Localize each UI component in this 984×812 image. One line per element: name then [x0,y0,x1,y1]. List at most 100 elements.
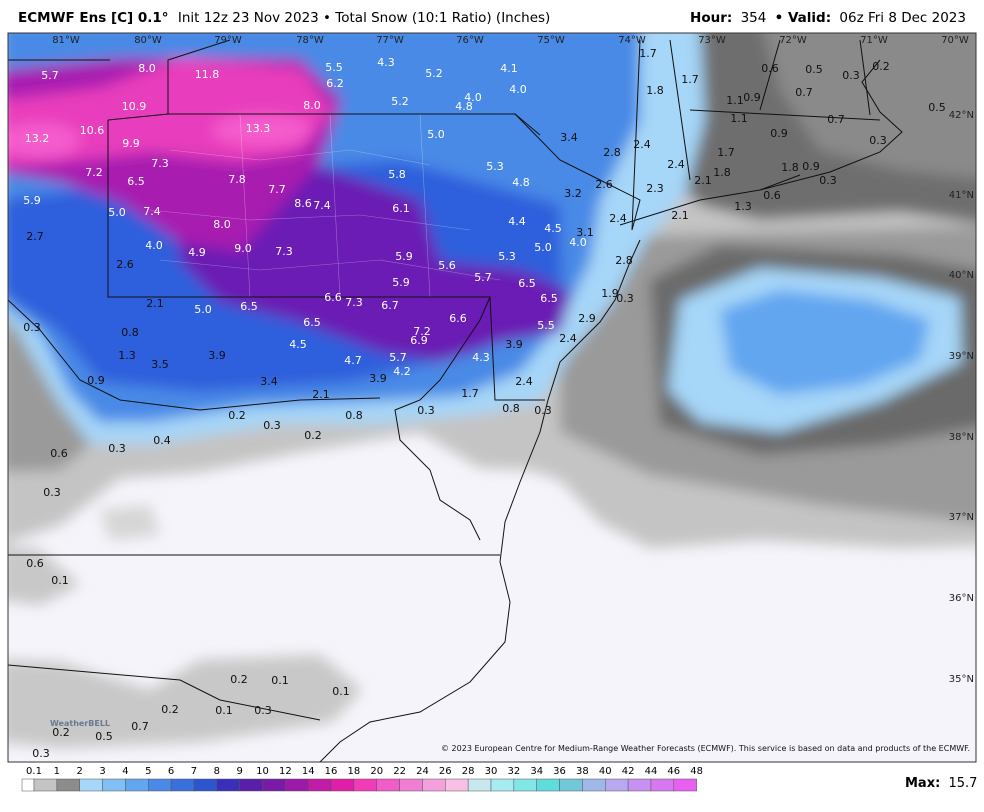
credit: © 2023 European Centre for Medium-Range … [441,744,970,753]
snow-amount: 0.8 [502,402,520,415]
colorbar-tick-label: 7 [191,766,197,777]
snow-amount: 1.8 [713,166,731,179]
snow-amount: 2.1 [694,174,712,187]
snow-amount: 6.1 [392,202,410,215]
snow-amount: 0.4 [153,434,171,447]
colorbar-bin [33,778,58,792]
snow-amount: 5.0 [534,241,552,254]
snow-amount: 0.3 [254,704,272,717]
snow-amount: 0.9 [770,127,788,140]
snow-amount: 5.9 [395,250,413,263]
snow-amount: 4.1 [500,62,518,75]
county-lines [149,113,501,298]
colorbar-bin [650,778,675,792]
snow-amount: 0.2 [228,409,246,422]
colorbar-bin [627,778,652,792]
colorbar-bin [422,778,446,792]
snow-amount: 8.0 [138,62,156,75]
snow-amount: 0.3 [43,486,61,499]
longitude-label: 79°W [214,35,242,46]
snow-amount: 0.8 [345,409,363,422]
latitude-label: 38°N [949,432,974,443]
snow-amount: 6.9 [410,334,428,347]
colorbar-tick-label: 48 [690,766,703,777]
latitude-label: 42°N [949,110,974,121]
snow-amount: 0.6 [763,189,781,202]
snow-amount: 5.5 [537,319,555,332]
snow-amount: 5.9 [23,194,41,207]
snow-amount: 4.8 [455,100,473,113]
valid: 06z Fri 8 Dec 2023 [839,10,966,26]
snow-amount: 0.2 [230,673,248,686]
longitude-label: 75°W [537,35,565,46]
snow-amount: 5.3 [486,160,504,173]
snow-amount: 0.6 [761,62,779,75]
longitude-label: 71°W [860,35,888,46]
colorbar-tick-label: 3 [99,766,105,777]
colorbar-bin [125,778,149,792]
colorbar-tick-label: 1 [54,766,60,777]
snow-amount: 0.3 [616,292,634,305]
colorbar-tick-label: 44 [645,766,658,777]
colorbar-tick-label: 8 [214,766,220,777]
snow-amount: 0.6 [26,557,44,570]
snow-amount: 0.3 [842,69,860,82]
snow-amount: 4.0 [569,236,587,249]
header-left: ECMWF Ens [C] 0.1° Init 12z 23 Nov 2023 … [18,10,550,26]
snow-amount: 0.3 [534,404,552,417]
snow-amount: 0.2 [304,429,322,442]
snow-amount: 0.9 [802,160,820,173]
colorbar-bin [536,778,560,792]
snow-amount: 5.0 [194,303,212,316]
snow-amount: 0.3 [32,747,50,760]
max-value: 15.7 [948,776,977,791]
colorbar: 0.1 1 2 3 4 5 6 7 8 9 10 12 14 16 18 20 22 24 26 28 30 32 34 36… [21,766,703,792]
snow-amount: 0.3 [108,442,126,455]
latitude-label: 37°N [949,512,974,523]
snow-amount: 7.4 [313,199,331,212]
snow-amount: 2.1 [146,297,164,310]
colorbar-bin [353,778,377,792]
colorbar-tick-label: 12 [279,766,292,777]
snow-amount: 0.7 [795,86,813,99]
colorbar-tick-label: 36 [553,766,566,777]
snow-amount: 2.6 [116,258,134,271]
snow-amount: 1.1 [730,112,748,125]
colorbar-bin [490,778,515,792]
snow-amount: 3.5 [151,358,169,371]
snow-amount: 9.9 [122,137,140,150]
longitude-label: 80°W [134,35,162,46]
snow-amount: 6.7 [381,299,399,312]
colorbar-tick-label: 24 [416,766,429,777]
snow-amount: 3.4 [260,375,278,388]
longitude-label: 70°W [941,35,969,46]
colorbar-bin [467,778,492,792]
colorbar-bin [513,778,537,792]
snow-amount: 1.7 [461,387,479,400]
snow-amount: 0.3 [819,174,837,187]
snow-amount: 4.5 [544,222,562,235]
snow-amount: 11.8 [195,68,220,81]
snow-amount: 2.8 [603,146,621,159]
colorbar-bin [445,778,469,792]
snow-amount: 6.5 [540,292,558,305]
latitude-label: 39°N [949,351,974,362]
snow-amount: 9.0 [234,242,252,255]
colorbar-tick-label: 32 [507,766,520,777]
colorbar-bin [285,778,309,792]
snow-amount: 2.1 [312,388,330,401]
snow-amount: 0.9 [87,374,105,387]
colorbar-bin [193,778,218,792]
snow-amount: 4.3 [377,56,395,69]
colorbar-bin [307,778,332,792]
colorbar-bin [330,778,355,792]
snow-amount: 13.3 [246,122,271,135]
snow-amount: 0.7 [827,113,845,126]
snow-amount: 1.3 [734,200,752,213]
snow-amount: 0.1 [332,685,350,698]
snow-amount: 5.0 [427,128,445,141]
colorbar-tick-label: 26 [439,766,452,777]
longitude-label: 78°W [296,35,324,46]
snow-amount: 3.9 [369,372,387,385]
